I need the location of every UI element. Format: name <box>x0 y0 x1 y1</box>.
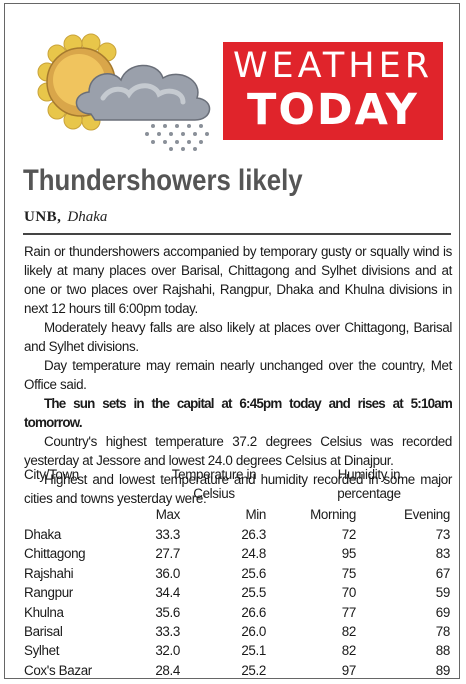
table-cell-city: Barisal <box>24 624 63 639</box>
table-header-humidity: Humidity in <box>337 467 401 482</box>
byline: UNB, Dhaka <box>24 209 107 226</box>
table-subheader-min: Min <box>245 507 266 522</box>
table-header-temperature-unit: Celsius <box>193 486 235 501</box>
table-cell-morning: 77 <box>341 604 357 620</box>
paragraph: Day temperature may remain nearly unchan… <box>24 358 452 392</box>
table-cell-evening: 69 <box>435 604 451 620</box>
table-cell-city: Rajshahi <box>24 565 74 581</box>
table-cell-max: 35.6 <box>155 604 180 620</box>
table-cell-morning: 75 <box>341 565 357 581</box>
table-cell-evening: 78 <box>435 624 451 639</box>
table-cell-morning: 70 <box>341 585 357 601</box>
paragraph: Highest and lowest temperature and humid… <box>24 472 452 506</box>
article-headline: Thundershowers likely <box>23 164 303 197</box>
table-subheader-morning: Morning <box>310 507 356 522</box>
table-cell-max: 32.0 <box>155 643 180 659</box>
table-cell-city: Rangpur <box>24 585 73 601</box>
table-cell-city: Khulna <box>24 604 64 620</box>
table-cell-min: 25.2 <box>241 662 266 678</box>
table-cell-max: 33.3 <box>155 527 180 542</box>
banner-line-2: TODAY <box>247 85 419 135</box>
table-cell-min: 24.8 <box>241 546 266 562</box>
table-header-temperature: Temperature in <box>171 467 257 482</box>
table-cell-city: Chittagong <box>24 546 86 562</box>
table-cell-max: 34.4 <box>155 585 180 601</box>
table-cell-min: 26.0 <box>241 624 266 639</box>
byline-agency: UNB, <box>24 209 62 225</box>
table-cell-evening: 88 <box>435 643 451 659</box>
table-cell-morning: 82 <box>341 643 357 659</box>
rain-icon <box>145 124 209 151</box>
table-header-humidity-unit: percentage <box>337 486 401 501</box>
paragraph: The sun sets in the capital at 6:45pm to… <box>24 396 453 430</box>
article-body: Rain or thundershowers accompanied by te… <box>24 242 453 508</box>
table-cell-max: 36.0 <box>155 565 180 581</box>
table-header-city: City/Town <box>24 467 79 482</box>
weather-column: WEATHER TODAY Thundershowers likely UNB,… <box>4 3 460 679</box>
table-cell-evening: 67 <box>435 565 451 581</box>
table-cell-min: 26.3 <box>241 527 266 542</box>
table-cell-evening: 83 <box>435 546 451 562</box>
table-cell-evening: 73 <box>435 527 451 542</box>
table-cell-morning: 72 <box>341 527 357 542</box>
table-cell-city: Dhaka <box>24 527 61 542</box>
divider <box>23 233 451 235</box>
banner-line-1: WEATHER <box>232 46 434 86</box>
paragraph: Rain or thundershowers accompanied by te… <box>24 244 452 316</box>
table-cell-morning: 97 <box>341 662 357 678</box>
cloud-icon <box>75 64 211 121</box>
table-cell-city: Sylhet <box>24 643 60 659</box>
paragraph: Country's highest temperature 37.2 degre… <box>24 434 452 468</box>
paragraph: Moderately heavy falls are also likely a… <box>24 320 452 354</box>
table-cell-min: 25.5 <box>241 585 266 601</box>
weather-illustration <box>37 33 211 151</box>
table-cell-morning: 95 <box>341 546 357 562</box>
table-cell-max: 28.4 <box>155 662 180 678</box>
weather-today-banner: WEATHER TODAY <box>223 42 443 140</box>
table-cell-max: 27.7 <box>155 546 180 562</box>
table-cell-evening: 59 <box>435 585 451 601</box>
table-cell-max: 33.3 <box>155 624 180 639</box>
table-cell-min: 25.6 <box>241 565 266 581</box>
table-subheader-evening: Evening <box>404 507 450 522</box>
table-cell-min: 26.6 <box>241 604 266 620</box>
table-cell-min: 25.1 <box>241 643 266 659</box>
byline-city: Dhaka <box>67 209 108 225</box>
table-subheader-max: Max <box>155 507 181 522</box>
table-cell-evening: 89 <box>435 662 451 678</box>
table-cell-morning: 82 <box>341 624 357 639</box>
table-cell-city: Cox's Bazar <box>24 662 92 678</box>
